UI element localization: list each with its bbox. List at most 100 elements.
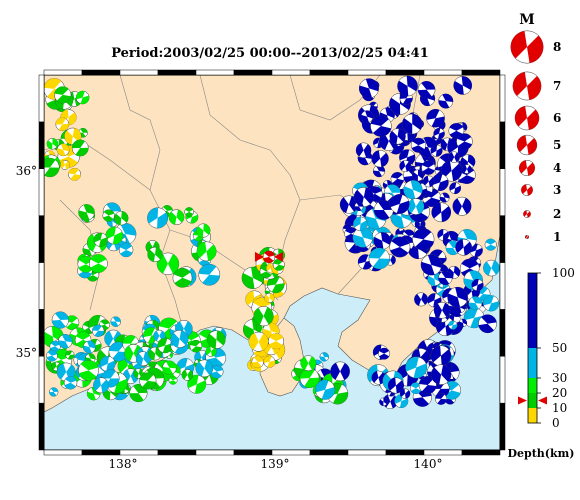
depth-band: [528, 393, 537, 408]
focal-mechanism: [484, 238, 497, 251]
focal-mechanism: [353, 216, 368, 232]
map-frame-scale-bars: [38, 69, 506, 456]
focal-mechanism: [253, 306, 274, 327]
focal-mechanism: [172, 267, 193, 288]
frame-bar-top: [43, 69, 83, 76]
focal-mechanism: [358, 78, 379, 99]
focal-mechanism: [162, 360, 177, 375]
focal-mechanism: [431, 202, 452, 223]
focal-mechanism: [360, 110, 374, 123]
frame-bar-right: [499, 121, 506, 169]
frame-bar-right: [499, 168, 506, 216]
focal-mechanism: [373, 232, 391, 250]
frame-bar-top: [461, 69, 501, 76]
focal-mechanism: [478, 314, 497, 334]
focal-mechanism: [437, 229, 450, 241]
focal-mechanism: [315, 379, 336, 400]
focal-mechanism: [439, 192, 450, 203]
magnitude-symbol: [512, 71, 542, 101]
magnitude-label: 2: [553, 207, 561, 221]
focal-mechanism: [455, 238, 473, 256]
focal-mechanism: [189, 339, 203, 353]
focal-mechanism: [319, 352, 329, 362]
focal-mechanism: [58, 334, 73, 349]
frame-bar-right: [499, 356, 506, 404]
depth-band: [528, 408, 537, 423]
frame-bar-left: [38, 74, 45, 123]
depth-tick-label: 50: [552, 341, 567, 355]
frame-bar-top: [347, 69, 387, 76]
focal-mechanism: [168, 209, 185, 226]
focal-mechanism: [82, 340, 96, 354]
mainshock-arrow-right: [273, 251, 283, 262]
magnitude-symbol: [518, 159, 536, 177]
frame-bar-bottom: [347, 449, 387, 456]
focal-mechanism: [422, 175, 435, 188]
lat-tick-35: 35°: [16, 346, 37, 360]
lon-tick-138: 138°: [109, 457, 138, 471]
focal-mechanism: [401, 113, 423, 135]
magnitude-symbol: [524, 234, 530, 240]
focal-mechanism: [205, 345, 217, 357]
focal-mechanism: [54, 86, 72, 104]
focal-mechanism: [449, 182, 462, 195]
focal-mechanism: [412, 169, 424, 182]
focal-mechanism: [409, 382, 422, 395]
focal-mechanism: [105, 226, 124, 245]
magnitude-symbol: [514, 105, 540, 131]
focal-mechanism: [389, 194, 410, 214]
frame-bar-top: [233, 69, 273, 76]
focal-mechanism: [438, 93, 454, 109]
mainshock-mechanism: [262, 250, 276, 264]
focal-mechanism: [452, 196, 472, 216]
focal-mechanism: [405, 356, 428, 379]
focal-mechanism: [435, 392, 447, 405]
frame-bar-left: [38, 309, 45, 357]
frame-bar-top: [119, 69, 159, 76]
focal-mechanism: [272, 258, 285, 271]
focal-mechanism: [264, 292, 275, 303]
depth-tick-label: 100: [552, 266, 575, 280]
focal-mechanism: [387, 377, 405, 394]
magnitude-symbol: [516, 134, 538, 156]
focal-mechanism: [49, 387, 59, 397]
focal-mechanism: [430, 345, 452, 367]
depth-band: [528, 348, 537, 378]
focal-mechanism: [448, 151, 460, 163]
focal-mechanism: [56, 143, 70, 157]
frame-bar-right: [499, 309, 506, 357]
focal-mechanism: [355, 142, 372, 159]
focal-mechanism: [453, 76, 473, 95]
frame-bar-top: [385, 69, 425, 76]
frame-bar-right: [499, 215, 506, 263]
focal-mechanism: [368, 247, 391, 270]
mainshock-marker: [254, 250, 283, 264]
focal-mechanism: [91, 324, 105, 337]
focal-mechanism: [71, 139, 89, 157]
magnitude-legend-header: M: [519, 12, 535, 28]
focal-mechanism: [75, 90, 90, 105]
focal-mechanism: [468, 296, 483, 311]
frame-bar-bottom: [309, 449, 349, 456]
magnitude-label: 7: [553, 79, 561, 93]
focal-mechanism: [65, 350, 75, 360]
focal-mechanism: [414, 292, 429, 307]
frame-bar-bottom: [271, 449, 311, 456]
frame-bar-left: [38, 121, 45, 169]
focal-mechanism: [352, 227, 374, 248]
focal-mechanism: [89, 254, 108, 273]
focal-mechanism: [421, 160, 436, 175]
focal-mechanism: [390, 172, 405, 186]
focal-mechanism: [483, 259, 500, 277]
focal-mechanism: [389, 128, 406, 145]
focal-mechanism: [99, 355, 116, 372]
focal-mechanism: [330, 361, 350, 382]
focal-mechanism: [399, 160, 412, 173]
focal-mechanism: [210, 364, 224, 379]
map-area: [44, 75, 500, 450]
frame-bar-top: [271, 69, 311, 76]
focal-mechanism: [184, 207, 194, 217]
frame-bar-left: [38, 262, 45, 310]
focal-mechanism: [198, 263, 221, 286]
